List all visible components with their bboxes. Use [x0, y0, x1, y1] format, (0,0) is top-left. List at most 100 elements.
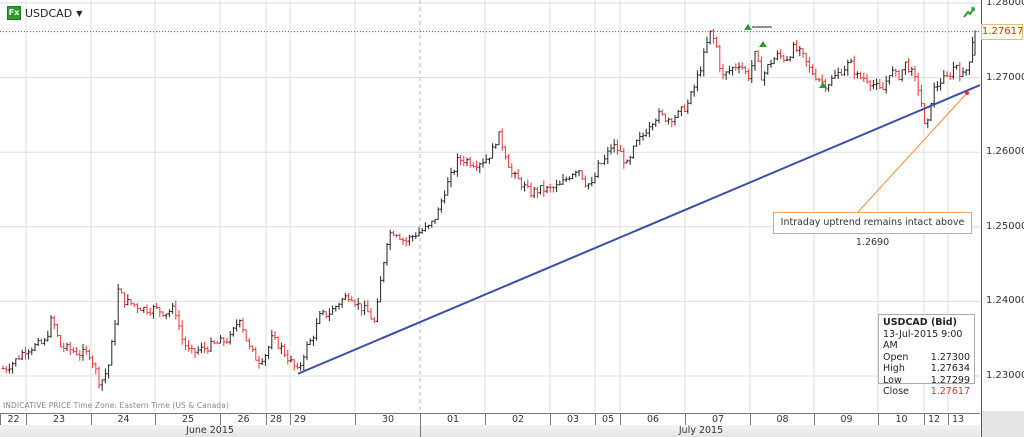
ohlc-bar: [804, 52, 808, 67]
uptrend-line[interactable]: [297, 84, 981, 375]
info-label: High: [883, 363, 905, 374]
y-axis-panel[interactable]: [981, 0, 1024, 437]
axis-corner: [982, 411, 1024, 437]
ohlc-bar: [321, 309, 325, 316]
ohlc-bar: [302, 354, 306, 371]
ohlc-bar: [699, 66, 703, 77]
info-title: USDCAD (Bid): [883, 317, 957, 328]
chart-header[interactable]: Fx USDCAD ▼: [7, 6, 82, 20]
info-value: 1.27300: [930, 351, 970, 363]
ohlc-bar: [852, 55, 856, 80]
ohlc-bar: [830, 75, 834, 86]
ohlc-bar: [359, 303, 363, 316]
ohlc-bar: [254, 347, 258, 361]
x-day-label: 02: [485, 414, 550, 426]
ohlc-bar: [334, 305, 338, 312]
x-month-label: July 2015: [420, 425, 981, 437]
x-day-label: 06: [620, 414, 685, 426]
ohlc-bar: [420, 227, 424, 234]
ohlc-bar: [907, 58, 911, 73]
ohlc-bar: [187, 340, 191, 352]
ohlc-bar: [55, 323, 59, 337]
ohlc-bar: [900, 69, 904, 82]
ohlc-bar: [494, 143, 498, 149]
ohlc-bar: [14, 358, 18, 367]
ohlc-bar: [683, 104, 687, 113]
y-tick-label: 1.27000: [986, 71, 1024, 83]
ohlc-bar: [318, 310, 322, 325]
chart-grid: [0, 0, 980, 412]
x-day-label: 08: [750, 414, 814, 426]
ohlc-bar: [638, 131, 642, 146]
chevron-down-icon[interactable]: ▼: [76, 8, 83, 18]
ohlc-bar: [567, 176, 571, 181]
ohlc-bar: [587, 183, 591, 190]
ohlc-bar: [814, 68, 818, 81]
ohlc-bar: [740, 62, 744, 71]
ohlc-bar: [36, 337, 40, 347]
ohlc-bar: [631, 145, 635, 159]
ohlc-bar: [283, 344, 287, 357]
ohlc-bar: [913, 66, 917, 82]
ohlc-bar: [839, 68, 843, 76]
ohlc-bar: [823, 78, 827, 93]
ohlc-bar: [689, 90, 693, 105]
ohlc-bar: [484, 154, 488, 164]
ohlc-bar: [772, 57, 776, 65]
ohlc-bar: [807, 57, 811, 73]
ohlc-bar: [132, 303, 136, 308]
ohlc-bar: [177, 310, 181, 330]
ohlc-bar: [878, 79, 882, 90]
ohlc-bar: [289, 355, 293, 363]
ohlc-bar: [561, 173, 565, 185]
ohlc-bar: [903, 61, 907, 75]
ohlc-bar: [686, 99, 690, 114]
ohlc-bar: [596, 160, 600, 178]
ohlc-bar: [759, 56, 763, 81]
ohlc-bar: [692, 84, 696, 97]
chart-markers: [744, 23, 827, 89]
ohlc-bar: [756, 50, 760, 62]
ohlc-bar: [71, 347, 75, 354]
ohlc-bar: [654, 118, 658, 127]
annotation-pointer-dot: [965, 91, 969, 95]
trend-up-icon[interactable]: [963, 6, 975, 18]
ohlc-bar: [417, 227, 421, 237]
ohlc-bar: [215, 341, 219, 344]
x-day-label: 12: [924, 414, 948, 426]
ohlc-bar: [433, 218, 437, 224]
ohlc-bar: [747, 68, 751, 82]
ohlc-bar: [862, 72, 866, 82]
ohlc-bar: [129, 298, 133, 306]
annotation-pointer-line: [857, 92, 968, 213]
ohlc-bar: [174, 300, 178, 320]
ohlc-bar: [244, 329, 248, 342]
ohlc-bar: [62, 342, 66, 353]
ohlc-bar: [721, 63, 725, 80]
ohlc-bar: [49, 315, 53, 338]
ohlc-bar: [951, 61, 955, 80]
ohlc-bar: [635, 139, 639, 147]
ohlc-bar: [190, 344, 194, 354]
ohlc-bar: [369, 308, 373, 320]
ohlc-bar: [219, 335, 223, 344]
annotation-callout[interactable]: Intraday uptrend remains intact above 1.…: [773, 212, 972, 248]
ohlc-bar: [443, 190, 447, 204]
ohlc-bar: [241, 318, 245, 333]
ohlc-bar: [855, 71, 859, 79]
ohlc-bar: [292, 359, 296, 371]
ohlc-bar: [782, 54, 786, 63]
ohlc-bar: [139, 307, 143, 311]
ohlc-bar: [343, 292, 347, 300]
ohlc-bar: [379, 276, 383, 303]
ohlc-bar: [11, 361, 15, 374]
triangle-up-marker-icon: [759, 41, 767, 48]
ohlc-bar: [673, 114, 677, 126]
ohlc-bar: [871, 79, 875, 90]
info-value: 1.27617: [930, 386, 970, 397]
ohlc-bar: [542, 180, 546, 198]
x-axis-months[interactable]: June 2015 July 2015: [0, 425, 980, 437]
symbol-selector[interactable]: USDCAD: [25, 6, 73, 20]
ohlc-bar: [868, 80, 872, 91]
